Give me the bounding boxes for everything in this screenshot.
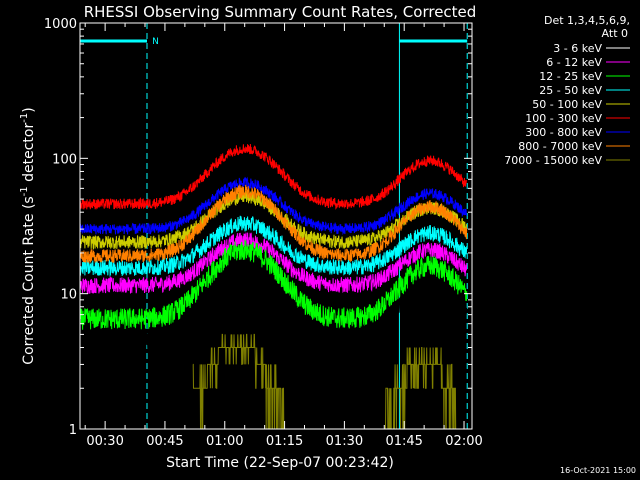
y-axis-label-mid: detector xyxy=(21,123,37,187)
legend-label: 50 - 100 keV xyxy=(532,98,602,111)
y-axis-label-main: Corrected Count Rate (s xyxy=(21,196,37,364)
x-tick-label: 01:45 xyxy=(385,434,422,449)
y-tick-label: 1 xyxy=(69,423,77,438)
series-line xyxy=(192,333,457,430)
x-tick-label: 01:30 xyxy=(326,434,363,449)
y-axis-label-end: ) xyxy=(21,107,37,112)
flag-label: N xyxy=(152,37,159,47)
footer-date: 16-Oct-2021 15:00 xyxy=(560,466,636,475)
series-line xyxy=(79,183,468,264)
x-axis-label: Start Time (22-Sep-07 00:23:42) xyxy=(166,455,394,471)
x-tick-label: 00:45 xyxy=(146,434,183,449)
y-tick-label: 100 xyxy=(52,152,77,167)
x-tick-label: 01:15 xyxy=(266,434,303,449)
y-axis-label: Corrected Count Rate (s-1 detector-1) xyxy=(19,107,37,364)
legend-label: 7000 - 15000 keV xyxy=(504,154,602,167)
legend-label: 300 - 800 keV xyxy=(525,126,602,139)
chart-title: RHESSI Observing Summary Count Rates, Co… xyxy=(84,3,477,21)
series-lines xyxy=(79,143,468,430)
y-tick-label: 1000 xyxy=(44,17,77,32)
series-line xyxy=(79,176,468,236)
legend-label: 800 - 7000 keV xyxy=(518,140,602,153)
legend-label: 12 - 25 keV xyxy=(539,70,602,83)
y-tick-label: 10 xyxy=(60,288,77,303)
legend-label: 6 - 12 keV xyxy=(546,56,602,69)
legend-label: 100 - 300 keV xyxy=(525,112,602,125)
legend-label: 25 - 50 keV xyxy=(539,84,602,97)
x-tick-label: 01:00 xyxy=(206,434,243,449)
series-line xyxy=(79,232,468,295)
x-tick-label: 00:30 xyxy=(86,434,123,449)
x-tick-label: 02:00 xyxy=(445,434,482,449)
legend-label: 3 - 6 keV xyxy=(553,42,602,55)
series-line xyxy=(79,254,468,356)
series-line xyxy=(79,215,468,278)
y-axis-label-sup2: -1 xyxy=(19,113,30,123)
plot-frame xyxy=(79,22,473,430)
axes: 1 10 100 1000 00:30 00:45 01:00 01:15 01:30 01:45… xyxy=(44,17,483,449)
legend-header: Att 0 xyxy=(602,27,628,40)
y-axis-label-sup1: -1 xyxy=(19,186,30,196)
series-line xyxy=(79,143,468,210)
legend-header: Det 1,3,4,5,6,9, xyxy=(544,14,630,27)
series-line xyxy=(79,239,468,330)
